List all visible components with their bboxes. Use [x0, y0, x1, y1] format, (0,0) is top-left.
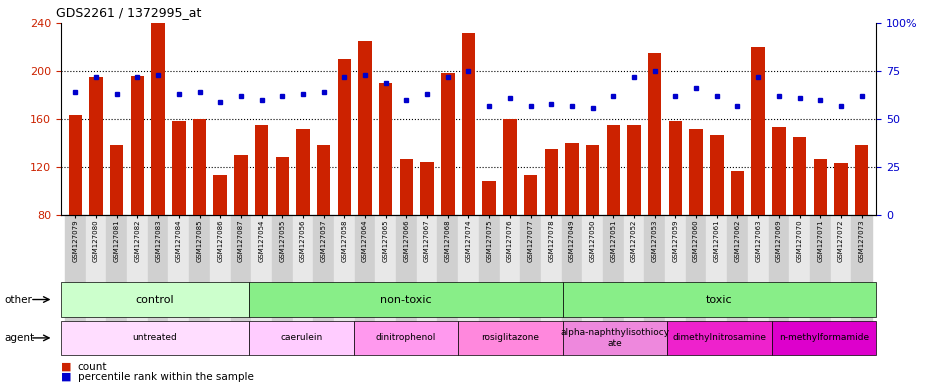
Bar [644, 215, 665, 346]
Bar [400, 159, 413, 215]
Bar [606, 125, 620, 215]
Bar [685, 215, 706, 346]
Bar [441, 73, 454, 215]
Bar [193, 119, 206, 215]
Bar [726, 215, 747, 346]
Text: n-methylformamide: n-methylformamide [778, 333, 868, 343]
Bar [519, 215, 540, 346]
Bar [131, 76, 144, 215]
Bar [561, 215, 581, 346]
Text: alpha-naphthylisothiocy
ate: alpha-naphthylisothiocy ate [560, 328, 668, 348]
Bar [358, 41, 372, 215]
Bar [110, 146, 124, 215]
Bar [65, 215, 85, 346]
Bar [689, 129, 702, 215]
Text: other: other [5, 295, 33, 305]
Bar [172, 121, 185, 215]
Bar [355, 215, 375, 346]
Bar [458, 215, 478, 346]
Text: count: count [78, 362, 107, 372]
Bar [788, 215, 809, 346]
Bar [709, 135, 723, 215]
Bar [603, 215, 623, 346]
Bar [792, 137, 805, 215]
Bar [461, 33, 475, 215]
Bar [417, 215, 437, 346]
Text: agent: agent [5, 333, 35, 343]
Bar [706, 215, 726, 346]
Bar [275, 157, 288, 215]
Bar [833, 164, 847, 215]
Bar [747, 215, 768, 346]
Bar [292, 215, 313, 346]
Text: dinitrophenol: dinitrophenol [375, 333, 435, 343]
Text: control: control [136, 295, 174, 305]
Bar [375, 215, 396, 346]
Bar [127, 215, 148, 346]
Bar [648, 53, 661, 215]
Bar [812, 159, 826, 215]
Bar [230, 215, 251, 346]
Bar [189, 215, 210, 346]
Bar [85, 215, 107, 346]
Bar [626, 125, 640, 215]
Bar [751, 47, 764, 215]
Text: non-toxic: non-toxic [380, 295, 431, 305]
Text: ■: ■ [61, 362, 71, 372]
Bar [478, 215, 499, 346]
Bar [581, 215, 603, 346]
Text: percentile rank within the sample: percentile rank within the sample [78, 372, 254, 382]
Bar [313, 215, 333, 346]
Bar [210, 215, 230, 346]
Bar [851, 215, 871, 346]
Bar [396, 215, 417, 346]
Bar [854, 146, 868, 215]
Bar [168, 215, 189, 346]
Bar [503, 119, 516, 215]
Bar [665, 215, 685, 346]
Bar [337, 59, 351, 215]
Bar [107, 215, 127, 346]
Bar [68, 116, 82, 215]
Text: caerulein: caerulein [280, 333, 322, 343]
Bar [564, 143, 578, 215]
Bar [316, 146, 330, 215]
Text: dimethylnitrosamine: dimethylnitrosamine [672, 333, 766, 343]
Bar [771, 127, 784, 215]
Text: ■: ■ [61, 372, 71, 382]
Bar [148, 215, 168, 346]
Bar [730, 170, 743, 215]
Bar [623, 215, 644, 346]
Bar [251, 215, 271, 346]
Bar [213, 175, 227, 215]
Bar [809, 215, 829, 346]
Text: rosiglitazone: rosiglitazone [481, 333, 539, 343]
Bar [152, 23, 165, 215]
Bar [768, 215, 788, 346]
Text: untreated: untreated [133, 333, 177, 343]
Bar [523, 175, 536, 215]
Bar [333, 215, 355, 346]
Bar [437, 215, 458, 346]
Bar [540, 215, 561, 346]
Text: GDS2261 / 1372995_at: GDS2261 / 1372995_at [56, 6, 201, 19]
Bar [378, 83, 392, 215]
Bar [296, 129, 310, 215]
Text: toxic: toxic [705, 295, 732, 305]
Bar [271, 215, 292, 346]
Bar [482, 181, 495, 215]
Bar [499, 215, 519, 346]
Bar [544, 149, 558, 215]
Bar [420, 162, 433, 215]
Bar [829, 215, 851, 346]
Bar [585, 146, 599, 215]
Bar [668, 121, 681, 215]
Bar [234, 155, 247, 215]
Bar [255, 125, 268, 215]
Bar [89, 77, 103, 215]
